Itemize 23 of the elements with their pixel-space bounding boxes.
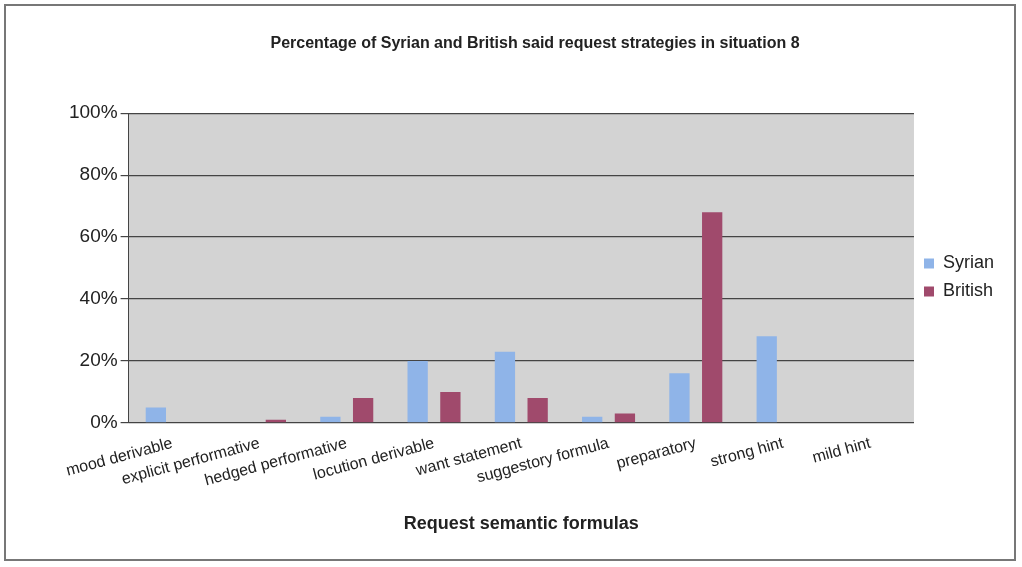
y-tick-label: 20% bbox=[79, 349, 118, 371]
y-tick-label: 40% bbox=[79, 287, 118, 309]
x-axis-title: Request semantic formulas bbox=[403, 513, 639, 534]
legend-label: British bbox=[942, 280, 993, 301]
bar bbox=[614, 413, 636, 423]
y-tick-label: 80% bbox=[79, 163, 118, 185]
bar bbox=[756, 336, 777, 423]
y-tick-label: 100% bbox=[68, 101, 118, 123]
bar bbox=[407, 360, 428, 423]
bar bbox=[440, 391, 461, 423]
legend-label: Syrian bbox=[942, 252, 995, 273]
bar bbox=[494, 351, 516, 423]
y-tick-label: 60% bbox=[79, 225, 118, 247]
chart-title: Percentage of Syrian and British said request strategies in situation 8 bbox=[270, 34, 800, 52]
bar bbox=[145, 407, 167, 423]
bar bbox=[527, 398, 548, 423]
x-tick-label: strong hint bbox=[708, 433, 786, 470]
bar bbox=[702, 212, 723, 423]
y-tick-label: 0% bbox=[90, 411, 118, 433]
bar bbox=[320, 416, 341, 423]
x-tick-label: mild hint bbox=[810, 433, 873, 466]
bar bbox=[669, 373, 690, 423]
bar bbox=[352, 398, 374, 423]
